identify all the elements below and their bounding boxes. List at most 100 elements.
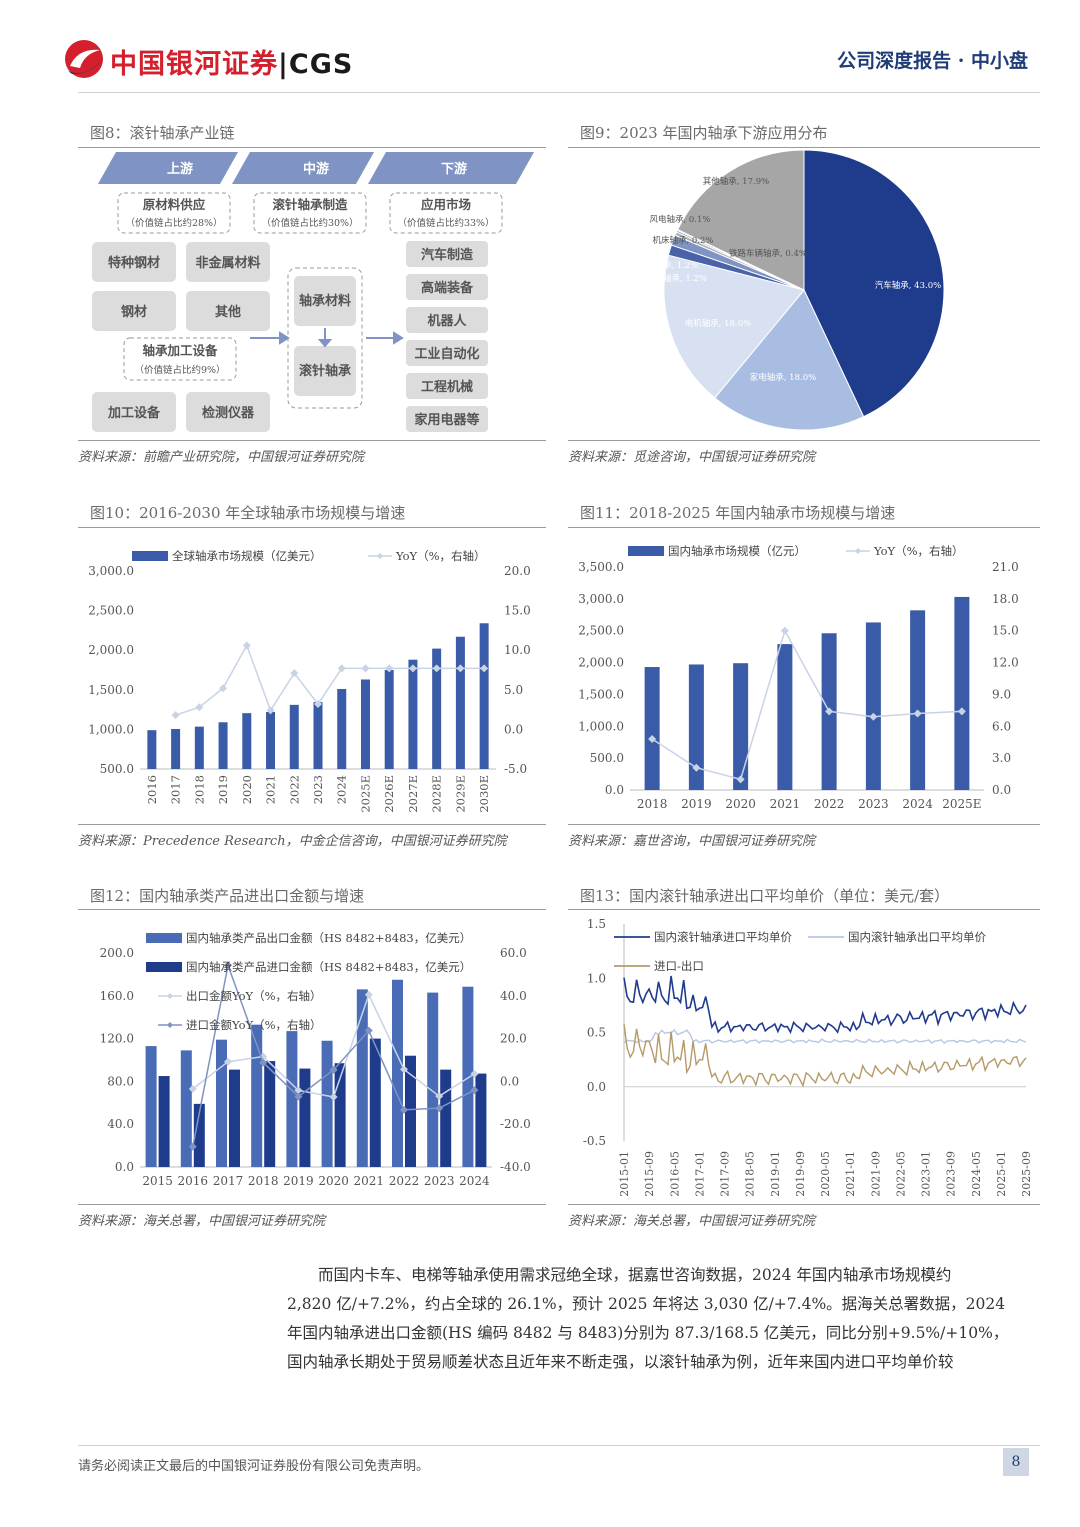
fig13-bottom-rule [568,1204,1040,1205]
x-tick-label: 2024 [335,775,349,804]
fig13-source: 资料来源：海关总署，中国银河证券研究院 [568,1214,816,1229]
bar [158,1076,170,1167]
fig11-bar-line-chart: 3,500.0 3,000.0 2,500.0 2,000.0 1,500.0 1,000… [578,544,1019,811]
fig8-title: 图8：滚针轴承产业链 [90,124,235,142]
arrow-down-icon [317,339,333,348]
line-point [195,703,204,712]
pie-data-label: 家电轴承, 18.0% [750,372,816,383]
y-right-tick-label: 18.0 [992,592,1019,606]
line-point [385,664,394,673]
line-point [435,1104,444,1113]
pie-data-label: 汽车轴承, 43.0% [875,280,941,291]
legend-label: 全球轴承市场规模（亿美元） [172,549,322,563]
y-right-tick-label: 5.0 [504,683,523,697]
line-point [294,1086,303,1095]
legend-label: YoY（%，右轴） [395,549,486,563]
line-point [337,664,346,673]
fig13-top-rule [568,909,1040,910]
y-tick-label: -0.5 [583,1134,606,1148]
x-tick-label: 2015-09 [643,1151,656,1197]
x-tick-label: 2030E [477,775,491,813]
bar [440,1069,452,1167]
body-line: 而国内卡车、电梯等轴承使用需求冠绝全球，据嘉世咨询数据，2024 年国内轴承市场… [287,1266,952,1284]
line-point [470,1086,479,1095]
line-point [432,664,441,673]
bar [865,622,881,790]
fig12-source: 资料来源：海关总署，中国银河证券研究院 [78,1214,326,1229]
fig9-bottom-rule [568,440,1040,441]
line-point [825,707,834,716]
fig9-title: 图9：2023 年国内轴承下游应用分布 [580,124,828,142]
y-tick-label: 120.0 [100,1032,134,1046]
midstream-share: （价值链占比约30%） [261,217,358,229]
bar [733,663,749,790]
x-tick-label: 2024 [902,797,933,811]
x-tick-label: 2018-05 [744,1151,757,1197]
bar [462,986,474,1167]
fig13-line-chart: 1.5 1.0 0.5 0.0 -0.5 2015-01 2015-09 2016-05 201… [583,917,1033,1197]
mid-bearing-material: 轴承材料 [299,293,351,309]
x-tick-label: 2017-01 [693,1151,706,1197]
fig11-source: 资料来源：嘉世咨询，中国银河证券研究院 [568,834,816,849]
x-tick-label: 2019-01 [769,1151,782,1197]
material-steel: 钢材 [121,304,147,320]
bar [405,1055,416,1167]
y-right-tick-label: -5.0 [504,762,527,776]
legend-swatch [855,548,861,554]
x-tick-label: 2019 [681,797,712,811]
y-tick-label: 2,000.0 [578,656,624,670]
y-right-tick-label: 12.0 [992,656,1019,670]
bar [216,1039,227,1167]
fig12-bar-line-chart: 200.0 160.0 120.0 80.0 40.0 0.0 60.0 40.0 20.0 0.… [100,931,531,1188]
bar [360,679,370,769]
legend-label: 国内轴承类产品出口金额（HS 8482+8483，亿美元） [186,931,471,945]
pie-slice [714,289,865,431]
x-tick-label: 2025-01 [995,1151,1008,1197]
header-divider [78,92,1040,93]
bar [688,664,704,790]
bar [337,689,347,769]
legend-swatch [167,1022,173,1028]
material-other: 其他 [215,304,241,320]
x-tick-label: 2025-09 [1020,1151,1033,1197]
pie-data-label: 机床轴承, 0.2% [653,235,714,246]
x-tick-label: 2022 [389,1174,420,1188]
line-point [224,1057,232,1066]
app-high-end-equip: 高端装备 [421,280,474,296]
footer-disclaimer: 请务必阅读正文最后的中国银河证券股份有限公司免责声明。 [78,1459,430,1474]
y-right-tick-label: -20.0 [500,1117,531,1131]
bar [289,704,299,769]
x-tick-label: 2016-05 [668,1151,681,1197]
page-number: 8 [1003,1448,1029,1476]
y-tick-label: 1.5 [587,917,606,931]
x-tick-label: 2019-09 [794,1151,807,1197]
y-tick-label: 0.0 [605,783,624,797]
series-line [623,1023,1027,1088]
line-point [266,706,275,715]
bar [392,979,403,1167]
y-tick-label: 3,500.0 [578,560,624,574]
line-point [364,990,373,999]
y-tick-label: 3,000.0 [88,564,134,578]
x-tick-label: 2025E [942,797,981,811]
y-tick-label: 1.0 [587,971,606,985]
bar [455,636,465,769]
x-tick-label: 2020 [318,1174,349,1188]
x-tick-label: 2018 [637,797,668,811]
line-point [224,961,232,970]
report-type: 公司深度报告 · 中小盘 [837,50,1028,72]
x-tick-label: 2019 [283,1174,314,1188]
stage-upstream: 上游 [167,161,193,177]
fig12-title: 图12：国内轴承类产品进出口金额与增速 [90,887,365,905]
upstream-head: 原材料供应 [143,197,206,212]
line-point [692,763,701,772]
x-tick-label: 2020 [240,775,254,804]
pie-data-label: 电机轴承, 18.0% [685,318,751,329]
y-right-tick-label: 0.0 [992,783,1011,797]
stage-midstream-banner [232,152,374,184]
line-point [913,709,922,718]
x-tick-label: 2023-01 [920,1151,933,1197]
legend-label: 国内轴承市场规模（亿元） [668,544,806,558]
y-tick-label: 500.0 [590,751,624,765]
bar [479,623,489,769]
